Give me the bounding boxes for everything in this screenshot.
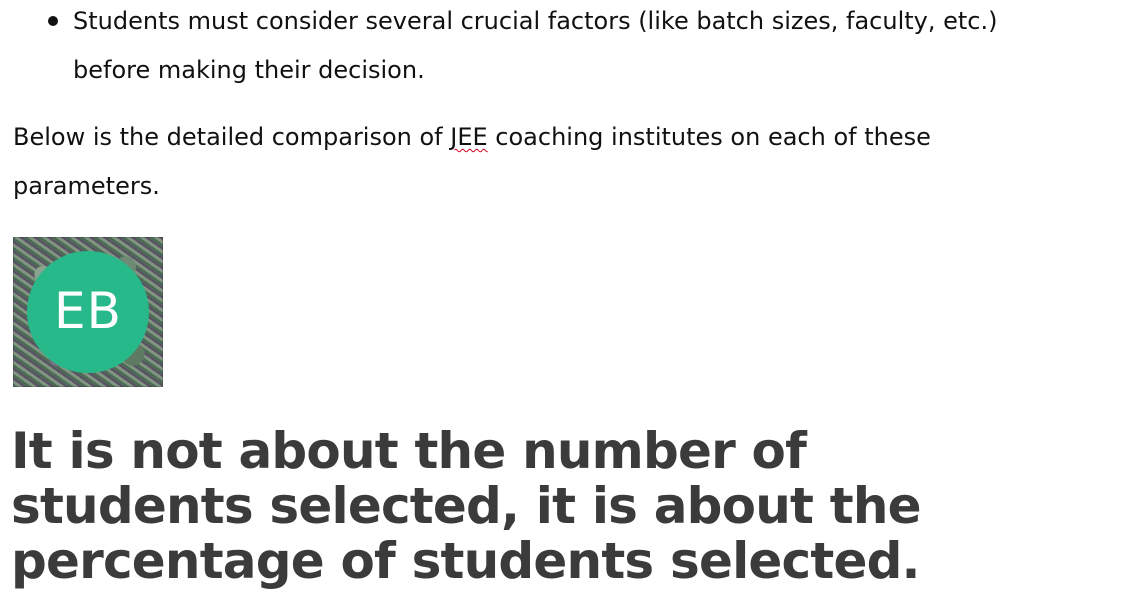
intro-paragraph: Below is the detailed comparison of JEE … bbox=[13, 113, 1013, 211]
bullet-list: Students must consider several crucial f… bbox=[0, 0, 1033, 95]
avatar: EB bbox=[13, 237, 163, 387]
bullet-item-text: Students must consider several crucial f… bbox=[73, 7, 998, 84]
headline-quote: It is not about the number of students s… bbox=[11, 422, 922, 590]
paragraph-text-end: coaching institutes on each of these par… bbox=[13, 123, 931, 200]
spellcheck-underlined-word: JEE bbox=[450, 123, 488, 151]
bullet-item: Students must consider several crucial f… bbox=[0, 0, 1033, 95]
avatar-initials-badge: EB bbox=[27, 251, 149, 373]
bullet-dot-icon bbox=[48, 16, 58, 26]
paragraph-text-start: Below is the detailed comparison of bbox=[13, 123, 451, 151]
avatar-initials: EB bbox=[54, 282, 122, 340]
